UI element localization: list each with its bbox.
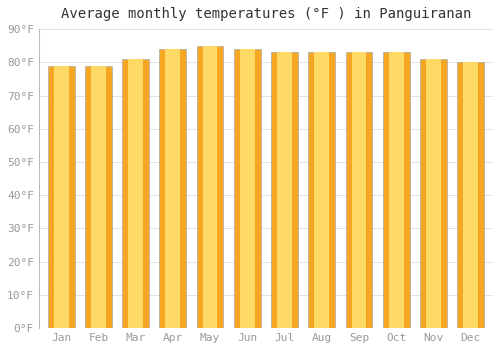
Bar (308, 52, 335, 328)
Bar (458, 62, 484, 328)
Bar (271, 52, 298, 328)
Bar (166, 49, 180, 328)
Bar (240, 49, 254, 328)
Bar (426, 59, 441, 328)
Bar (383, 52, 409, 328)
Bar (352, 52, 366, 328)
Bar (420, 59, 447, 328)
Bar (91, 65, 106, 328)
Bar (128, 59, 143, 328)
Bar (234, 49, 260, 328)
Bar (54, 65, 68, 328)
Title: Average monthly temperatures (°F ) in Panguiranan: Average monthly temperatures (°F ) in Pa… (60, 7, 471, 21)
Bar (389, 52, 404, 328)
Bar (277, 52, 292, 328)
Bar (346, 52, 372, 328)
Bar (196, 46, 224, 328)
Bar (464, 62, 478, 328)
Bar (85, 65, 112, 328)
Bar (160, 49, 186, 328)
Bar (48, 65, 74, 328)
Bar (122, 59, 149, 328)
Bar (314, 52, 329, 328)
Bar (202, 46, 218, 328)
